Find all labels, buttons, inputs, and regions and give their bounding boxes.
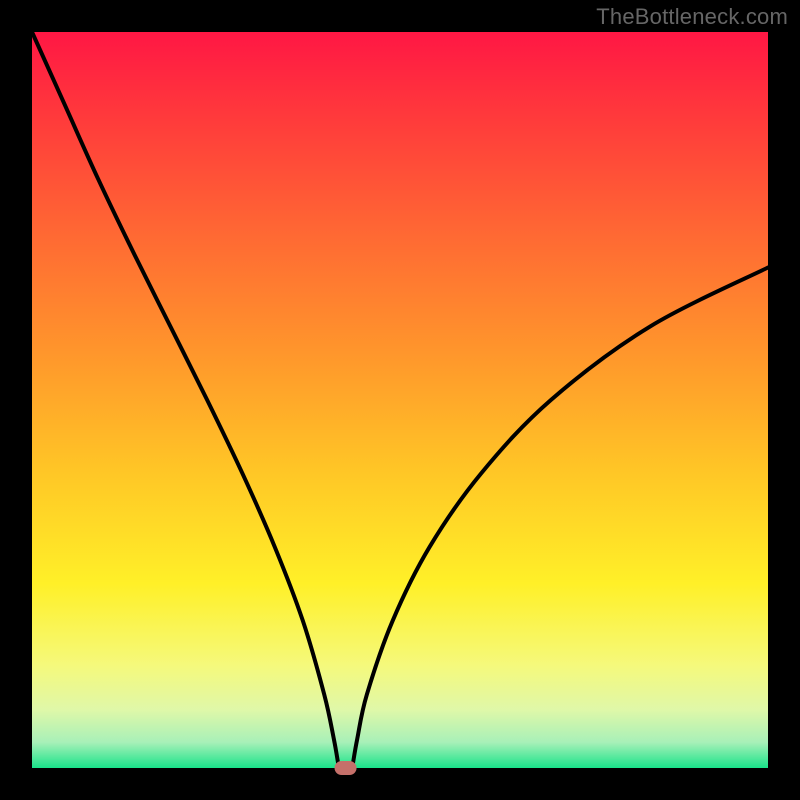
chart-container: TheBottleneck.com: [0, 0, 800, 800]
watermark-text: TheBottleneck.com: [596, 4, 788, 30]
bottleneck-marker: [335, 761, 357, 775]
plot-gradient: [32, 32, 768, 768]
bottleneck-chart: [0, 0, 800, 800]
